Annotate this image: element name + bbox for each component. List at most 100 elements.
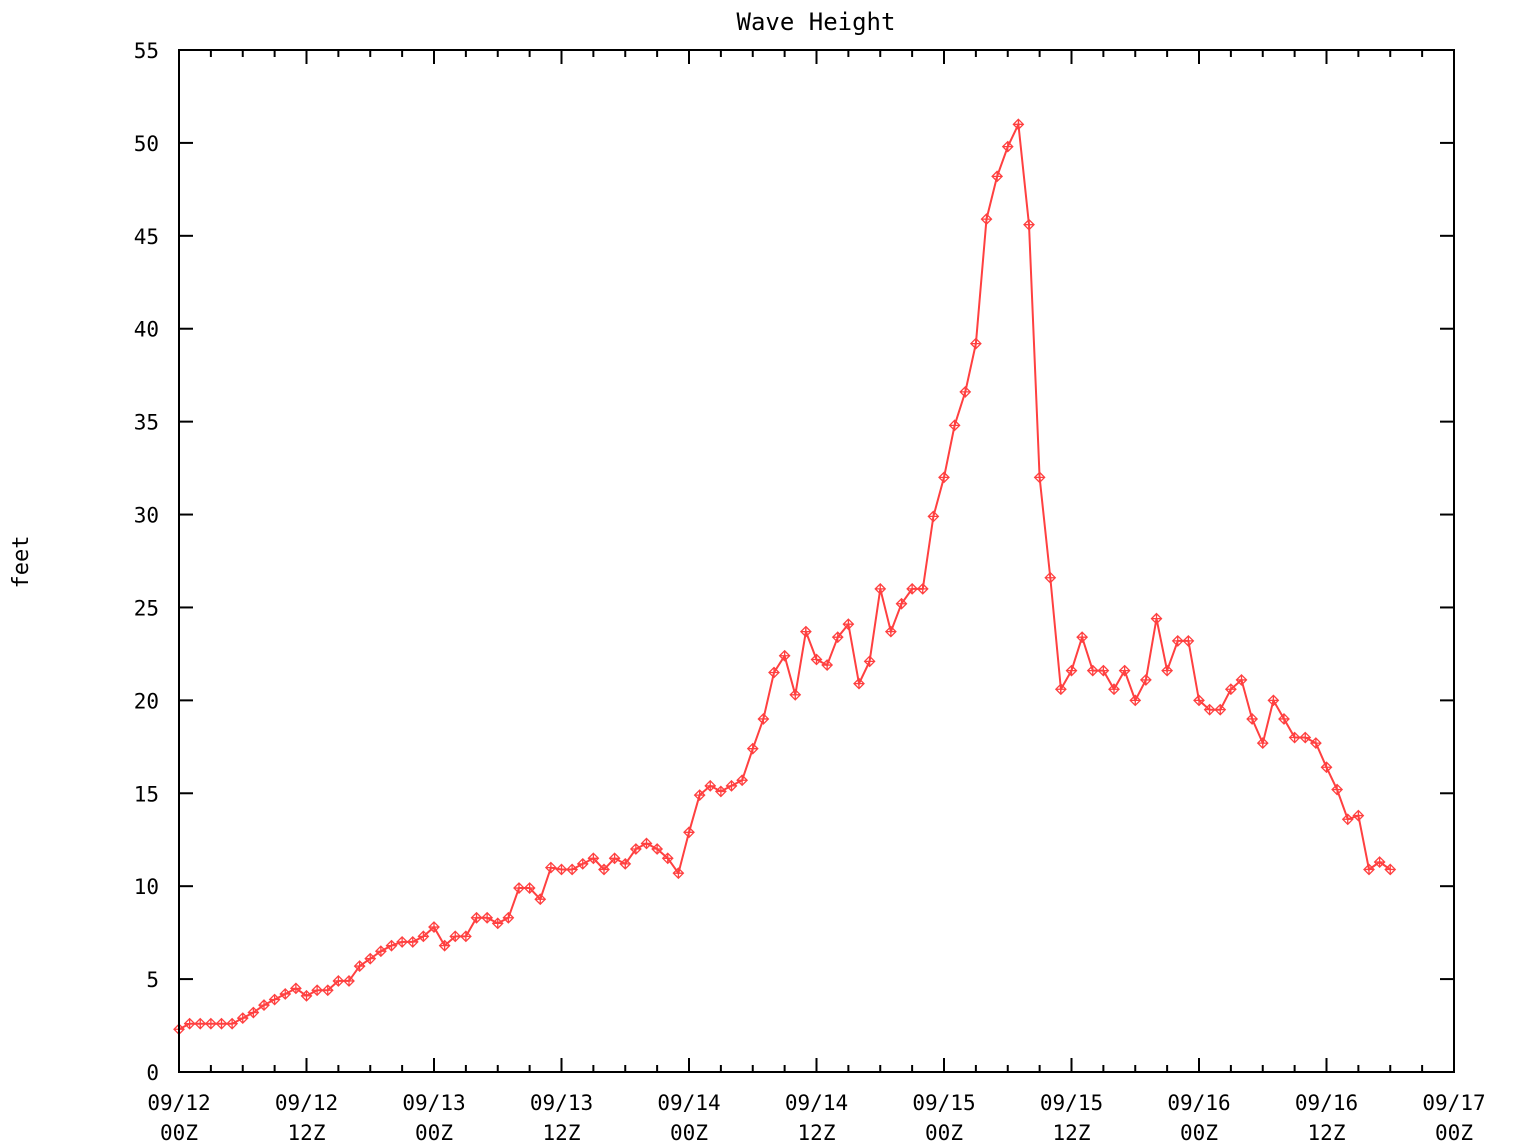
x-tick-label: 09/13 12Z [530,1091,593,1145]
data-point-marker [311,984,324,997]
data-point-marker [1150,612,1163,625]
data-point-marker [406,936,419,948]
data-point-marker [1320,761,1333,774]
data-point-marker [1023,218,1035,231]
data-point-marker [1363,863,1375,876]
data-point-marker [1033,471,1046,484]
x-tick-label-hour: 12Z [1308,1121,1346,1145]
x-tick-label: 09/16 00Z [1167,1091,1230,1145]
y-tick-label: 50 [134,132,159,156]
data-point-marker [1118,664,1131,677]
data-point-marker [863,655,876,668]
y-tick-label: 35 [134,411,159,435]
x-tick-label-date: 09/12 [147,1091,210,1115]
x-tick-label-date: 09/14 [785,1091,848,1115]
x-tick-label-hour: 00Z [160,1121,198,1145]
x-tick-label: 09/15 00Z [912,1091,975,1145]
data-point-marker [1054,683,1067,696]
data-point-marker [598,863,610,876]
data-point-marker [194,1017,207,1030]
data-point-marker [1108,683,1120,696]
data-point-marker [587,852,600,865]
data-point-marker [332,975,345,987]
data-point-marker [1161,664,1174,677]
data-point-marker [927,510,940,523]
y-tick-label: 20 [134,689,159,713]
series-wave-height [174,119,1397,1036]
data-point-marker [523,882,536,894]
data-point-marker [226,1017,239,1030]
data-point-marker [1331,783,1344,796]
y-tick-label: 40 [134,318,159,342]
data-point-marker [502,911,515,924]
data-point-marker [279,988,292,1000]
x-tick-label-hour: 00Z [1435,1121,1473,1145]
data-point-marker [906,582,919,595]
x-tick-label-hour: 12Z [1053,1121,1091,1145]
data-point-marker [470,911,483,924]
data-point-marker [651,843,664,855]
data-point-marker [938,471,950,484]
data-point-marker [289,982,302,995]
data-point-marker [1224,683,1237,696]
data-point-marker [1086,664,1099,677]
x-tick-label-hour: 00Z [415,1121,453,1145]
data-point-marker [566,863,579,876]
data-point-marker [513,882,525,894]
data-point-marker [1288,731,1301,744]
x-tick-label-date: 09/13 [402,1091,465,1115]
data-point-marker [1182,634,1195,647]
data-point-marker [321,984,334,997]
x-tick-label: 09/13 00Z [402,1091,465,1145]
data-point-marker [916,582,929,595]
data-point-marker [1299,731,1312,744]
x-tick-label-date: 09/14 [657,1091,720,1115]
data-point-marker [884,625,897,638]
x-tick-label-date: 09/13 [530,1091,593,1115]
x-tick-label: 09/15 12Z [1040,1091,1103,1145]
chart-title: Wave Height [737,8,896,36]
data-point-marker [1097,664,1110,677]
data-point-marker [1235,674,1248,686]
data-point-marker [969,337,982,350]
data-point-marker [481,911,494,924]
x-tick-label-date: 09/17 [1422,1091,1485,1115]
y-tick-label: 25 [134,596,159,620]
x-tick-label-hour: 00Z [670,1121,708,1145]
data-point-marker [959,385,972,398]
data-point-marker [1278,713,1290,725]
data-point-marker [1373,856,1386,868]
data-point-marker [746,742,759,755]
data-point-marker [874,582,887,595]
data-point-marker [757,713,770,725]
data-point-marker [300,989,313,1002]
x-tick-label: 09/14 12Z [785,1091,848,1145]
data-point-marker [236,1012,249,1025]
y-tick-label: 15 [134,782,159,806]
data-point-marker [821,659,834,671]
data-point-marker [1203,703,1216,716]
x-tick-label-hour: 12Z [288,1121,326,1145]
data-point-marker [693,789,706,802]
data-point-marker [459,930,472,943]
data-point-marker [736,774,749,787]
data-point-marker [215,1017,228,1030]
data-point-marker [810,653,823,666]
data-point-marker [258,999,270,1012]
x-tick-label: 09/12 12Z [275,1091,338,1145]
y-tick-label: 30 [134,504,159,528]
data-point-marker [1256,737,1269,750]
data-point-marker [1267,694,1280,707]
data-point-marker [778,649,791,662]
data-point-marker [1044,571,1057,584]
data-point-marker [1171,634,1184,647]
data-point-marker [948,419,961,432]
plot-frame [178,49,1455,1073]
data-point-marker [672,867,685,880]
data-point-marker [544,861,557,874]
data-point-marker [449,930,462,943]
data-point-marker [438,939,451,952]
data-point-marker [364,952,377,965]
data-point-marker [629,843,642,855]
